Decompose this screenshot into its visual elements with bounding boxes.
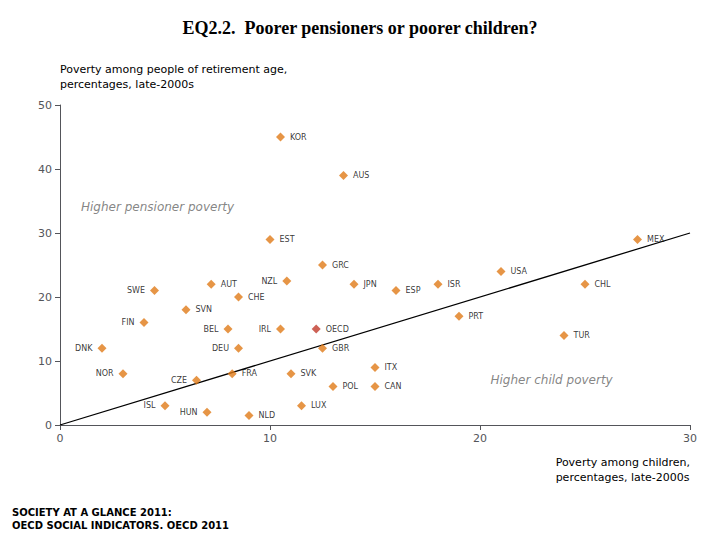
svg-text:percentages, late-2000s: percentages, late-2000s bbox=[556, 471, 690, 484]
svg-text:30: 30 bbox=[38, 227, 52, 240]
svg-text:SVK: SVK bbox=[301, 369, 318, 378]
svg-text:NOR: NOR bbox=[96, 369, 114, 378]
svg-text:40: 40 bbox=[38, 163, 52, 176]
svg-text:10: 10 bbox=[263, 432, 277, 445]
svg-text:OECD SOCIAL INDICATORS. OECD 2: OECD SOCIAL INDICATORS. OECD 2011 bbox=[12, 520, 229, 531]
svg-text:CZE: CZE bbox=[171, 376, 187, 385]
svg-text:SWE: SWE bbox=[127, 286, 145, 295]
svg-text:AUS: AUS bbox=[353, 171, 369, 180]
svg-text:Poverty among people of retire: Poverty among people of retirement age, bbox=[60, 63, 287, 76]
svg-text:50: 50 bbox=[38, 99, 52, 112]
svg-text:EQ2.2. Poorer pensioners or p: EQ2.2. Poorer pensioners or poorer child… bbox=[183, 18, 538, 38]
svg-text:CHL: CHL bbox=[595, 280, 612, 289]
svg-text:NZL: NZL bbox=[261, 277, 277, 286]
svg-text:ISL: ISL bbox=[144, 401, 156, 410]
svg-text:MEX: MEX bbox=[647, 235, 665, 244]
svg-text:Higher child poverty: Higher child poverty bbox=[491, 373, 614, 387]
svg-text:Higher pensioner poverty: Higher pensioner poverty bbox=[81, 200, 235, 214]
svg-text:JPN: JPN bbox=[363, 280, 377, 289]
svg-text:ESP: ESP bbox=[406, 286, 421, 295]
svg-text:DNK: DNK bbox=[75, 344, 93, 353]
svg-text:LUX: LUX bbox=[311, 401, 327, 410]
svg-text:TUR: TUR bbox=[573, 331, 591, 340]
svg-text:IRL: IRL bbox=[259, 325, 272, 334]
svg-text:SVN: SVN bbox=[196, 305, 213, 314]
svg-text:ISR: ISR bbox=[448, 280, 461, 289]
svg-text:NLD: NLD bbox=[259, 411, 276, 420]
svg-text:ITX: ITX bbox=[385, 363, 398, 372]
svg-text:percentages, late-2000s: percentages, late-2000s bbox=[60, 78, 194, 91]
svg-text:Poverty among children,: Poverty among children, bbox=[556, 456, 690, 469]
svg-text:SOCIETY AT A GLANCE 2011:: SOCIETY AT A GLANCE 2011: bbox=[12, 507, 172, 518]
svg-text:FIN: FIN bbox=[122, 318, 135, 327]
svg-text:POL: POL bbox=[343, 382, 359, 391]
svg-text:DEU: DEU bbox=[212, 344, 229, 353]
svg-text:EST: EST bbox=[280, 235, 295, 244]
svg-text:USA: USA bbox=[511, 267, 528, 276]
svg-text:OECD: OECD bbox=[326, 325, 349, 334]
svg-text:GBR: GBR bbox=[332, 344, 350, 353]
svg-text:20: 20 bbox=[38, 291, 52, 304]
svg-text:0: 0 bbox=[45, 419, 52, 432]
svg-text:PRT: PRT bbox=[469, 312, 484, 321]
svg-text:0: 0 bbox=[57, 432, 64, 445]
svg-text:BEL: BEL bbox=[204, 325, 220, 334]
svg-text:CHE: CHE bbox=[248, 293, 265, 302]
svg-text:30: 30 bbox=[683, 432, 697, 445]
svg-text:20: 20 bbox=[473, 432, 487, 445]
svg-text:10: 10 bbox=[38, 355, 52, 368]
svg-text:KOR: KOR bbox=[290, 133, 307, 142]
svg-text:FRA: FRA bbox=[242, 369, 258, 378]
svg-text:CAN: CAN bbox=[385, 382, 402, 391]
svg-text:HUN: HUN bbox=[180, 408, 198, 417]
svg-text:GRC: GRC bbox=[332, 261, 349, 270]
svg-text:AUT: AUT bbox=[221, 280, 237, 289]
